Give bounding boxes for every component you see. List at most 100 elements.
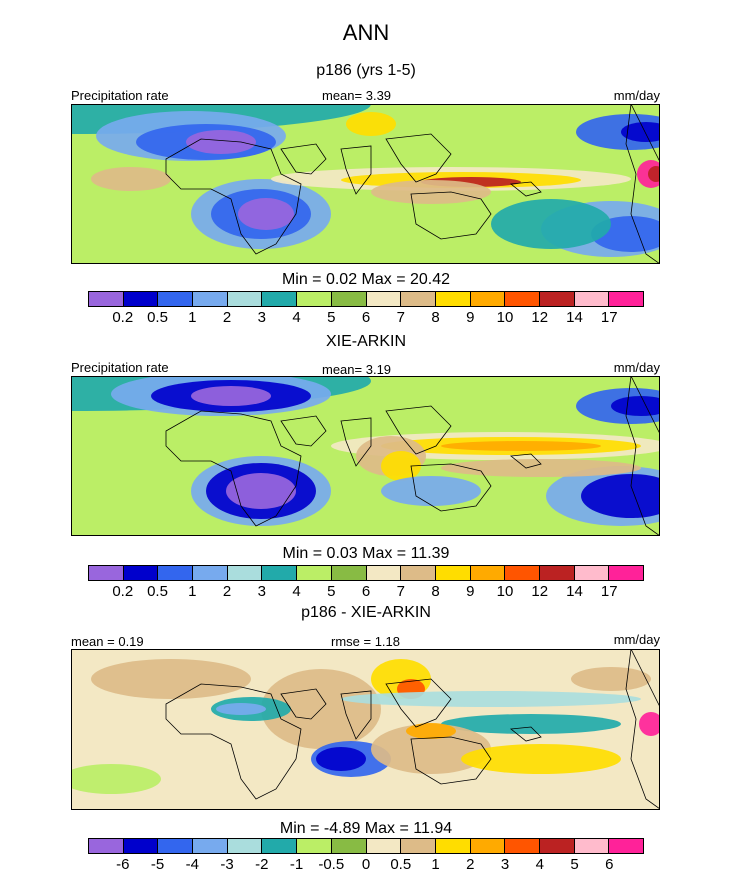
colorbar-swatch [401,566,436,580]
panel1-map [71,104,660,264]
coastline [385,405,452,455]
coastline [509,453,542,469]
colorbar-tick-label: 9 [466,583,475,600]
colorbar-tick-label: 6 [361,583,371,600]
coastline [165,410,302,527]
colorbar-tick-label: 17 [600,309,618,326]
colorbar-swatch [123,566,159,580]
colorbar-tick-label: 4 [292,583,301,600]
colorbar-swatch [401,839,436,853]
colorbar-tick-label: -0.5 [318,856,345,873]
colorbar-tick-label: 0.5 [147,583,168,600]
contour-region [611,396,660,416]
coastline [280,143,327,175]
colorbar-swatch [227,839,263,853]
panel3-units-label: mm/day [613,632,660,647]
colorbar-swatch [609,839,643,853]
colorbar-swatch [297,292,332,306]
coastline [280,688,327,720]
contour-region [491,199,611,249]
colorbar-swatch [297,839,332,853]
contour-region [621,122,660,142]
contour-region [238,198,294,230]
coastline [340,417,372,467]
colorbar-swatch [505,566,540,580]
contour-region [461,744,621,774]
colorbar-swatch [435,839,471,853]
contour-region [316,747,366,771]
colorbar-tick-label: 5 [327,309,336,326]
colorbar-swatch [574,839,610,853]
coastline [340,690,372,740]
colorbar-tick-label: 5 [327,583,336,600]
coastline [509,181,542,197]
panel1-units-label: mm/day [613,88,660,103]
colorbar-swatch [609,566,643,580]
panel2-mean-label: mean= 3.19 [322,362,392,377]
colorbar-tick-label: 5 [570,856,579,873]
panel2-left-label: Precipitation rate [71,360,169,375]
colorbar-swatch [539,292,575,306]
panel3-title: p186 - XIE-ARKIN [301,604,431,621]
colorbar-swatch [435,566,471,580]
colorbar-swatch [297,566,332,580]
colorbar-tick-label: -2 [255,856,269,873]
contour-region [639,712,660,736]
panel2-units-label: mm/day [613,360,660,375]
colorbar-tick-label: 14 [566,583,583,600]
contour-region [216,703,266,715]
colorbar-swatch [331,566,367,580]
colorbar-tick-label: 6 [361,309,371,326]
contour-region [226,473,296,509]
contour-region [571,667,651,691]
colorbar-swatch [158,839,194,853]
colorbar-tick-label: 0.5 [147,309,168,326]
colorbar-tick-label: 4 [535,856,544,873]
panel2-minmax: Min = 0.03 Max = 11.39 [282,545,450,562]
contour-region [581,474,660,518]
colorbar-swatch [262,566,298,580]
coastline [625,104,660,264]
map-frame [71,104,660,264]
contour-region [91,167,171,191]
colorbar-swatch [470,292,506,306]
colorbar-swatch [193,566,228,580]
colorbar-swatch [539,566,575,580]
panel3-colorbar [88,838,644,854]
panel3-colorbar-labels: -6 -5 -4 -3 -2 -1 -0.5 0 0.5 1 2 3 4 5 6 [88,856,644,874]
colorbar-swatch [539,839,575,853]
colorbar-swatch [158,566,194,580]
panel1-left-label: Precipitation rate [71,88,169,103]
colorbar-tick-label: 7 [396,583,405,600]
contour-region [71,764,161,794]
colorbar-tick-label: 10 [496,583,514,600]
panel1-minmax: Min = 0.02 Max = 20.42 [281,271,451,288]
contour-region [381,451,421,481]
colorbar-tick-label: 6 [605,856,614,873]
colorbar-swatch [470,839,506,853]
contour-region [381,476,481,506]
contour-region [406,723,456,739]
panel3-left-label: mean = 0.19 [71,634,144,649]
coastline [509,726,542,742]
panel3-rmse-label: rmse = 1.18 [331,634,401,649]
colorbar-tick-label: 1 [188,583,197,600]
map-frame [71,649,660,810]
panel3-map [71,649,660,810]
colorbar-tick-label: 3 [257,583,266,600]
colorbar-tick-label: 9 [466,309,475,326]
panel1-map-svg [71,104,660,264]
contour-region [346,112,396,136]
colorbar-swatch [366,292,402,306]
contour-region [186,130,256,154]
colorbar-tick-label: 0.5 [390,856,412,873]
colorbar-swatch [262,839,298,853]
colorbar-swatch [331,292,367,306]
colorbar-swatch [331,839,367,853]
colorbar-swatch [123,292,159,306]
colorbar-swatch [158,292,194,306]
contour-region [191,386,271,406]
colorbar-tick-label: 7 [396,309,405,326]
colorbar-swatch [193,292,228,306]
panel2-colorbar [88,565,644,581]
